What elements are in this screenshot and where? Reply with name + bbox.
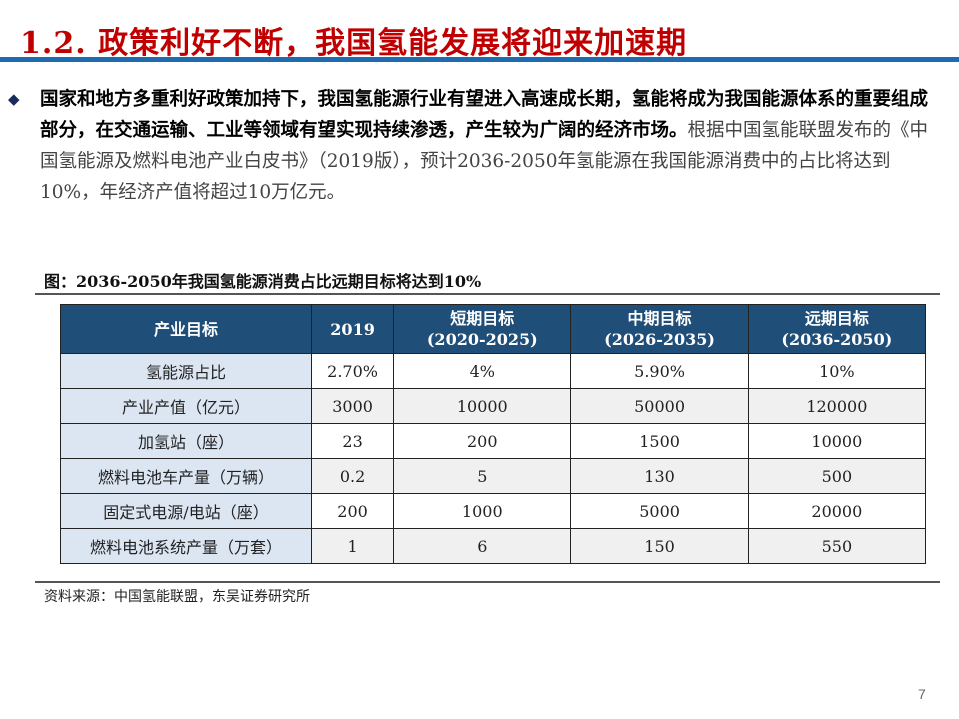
column-header: 2019 [310,304,395,354]
header-text: 短期目标 [450,309,515,328]
table-row: 固定式电源/电站（座） 200 1000 5000 20000 [60,493,927,529]
table-cell: 6 [393,528,572,564]
table-cell: 10000 [747,423,927,459]
table-row: 加氢站（座） 23 200 1500 10000 [60,423,927,459]
table-cell: 5.90% [570,353,749,389]
table-cell: 1 [310,528,395,564]
source-note: 资料来源：中国氢能联盟，东吴证券研究所 [44,589,310,605]
source-divider [35,581,940,583]
header-text: (2020-2025) [426,330,538,349]
header-text: 中期目标 [627,309,692,328]
table-cell: 500 [747,458,927,494]
table-row: 燃料电池系统产量（万套） 1 6 150 550 [60,528,927,564]
row-label: 固定式电源/电站（座） [60,493,312,529]
caption-divider [35,293,940,295]
table-cell: 23 [310,423,395,459]
table-cell: 3000 [310,388,395,424]
row-label: 氢能源占比 [60,353,312,389]
row-label: 产业产值（亿元） [60,388,312,424]
figure-caption: 图：2036-2050年我国氢能源消费占比远期目标将达到10% [44,272,482,291]
table-cell: 20000 [747,493,927,529]
table-cell: 130 [570,458,749,494]
row-label: 燃料电池系统产量（万套） [60,528,312,564]
diamond-bullet-icon: ◆ [8,90,20,108]
table-cell: 10000 [393,388,572,424]
row-label: 加氢站（座） [60,423,312,459]
targets-table: 产业目标 2019 短期目标 (2020-2025) 中期目标 (2026-2035) 远期… [60,304,927,564]
header-text: 远期目标 [804,309,869,328]
bullet-paragraph: 国家和地方多重利好政策加持下，我国氢能源行业有望进入高速成长期，氢能将成为我国能… [40,84,945,208]
table-cell: 1500 [570,423,749,459]
header-text: 2019 [330,319,375,339]
table-row: 氢能源占比 2.70% 4% 5.90% 10% [60,353,927,389]
table-cell: 120000 [747,388,927,424]
table-cell: 10% [747,353,927,389]
table-header-row: 产业目标 2019 短期目标 (2020-2025) 中期目标 (2026-2035) 远期… [60,304,927,354]
table-cell: 150 [570,528,749,564]
header-text: (2026-2035) [604,330,715,349]
header-text: (2036-2050) [781,330,893,349]
page-number: 7 [918,686,926,702]
table-cell: 0.2 [310,458,395,494]
column-header: 远期目标 (2036-2050) [747,304,927,354]
page-title: 1.2. 政策利好不断，我国氢能发展将迎来加速期 [20,26,688,61]
table-cell: 1000 [393,493,572,529]
table-cell: 2.70% [310,353,395,389]
table-cell: 200 [393,423,572,459]
row-label: 燃料电池车产量（万辆） [60,458,312,494]
table-cell: 5000 [570,493,749,529]
table-cell: 200 [310,493,395,529]
bold-text: 国家和地方多重利好政策加持下，我国氢能源行业有望进入高速成长期，氢能将成为我国能… [40,89,929,141]
table-row: 燃料电池车产量（万辆） 0.2 5 130 500 [60,458,927,494]
column-header: 产业目标 [60,304,312,354]
normal-text: 根据中国氢能联盟发布的《中国氢能源及燃料电池产业白皮书》（2019版），预计20… [40,120,929,203]
table-cell: 50000 [570,388,749,424]
table-cell: 550 [747,528,927,564]
column-header: 中期目标 (2026-2035) [570,304,749,354]
table-cell: 4% [393,353,572,389]
title-divider [0,57,959,62]
table-cell: 5 [393,458,572,494]
header-text: 产业目标 [153,319,218,339]
table-row: 产业产值（亿元） 3000 10000 50000 120000 [60,388,927,424]
column-header: 短期目标 (2020-2025) [393,304,572,354]
